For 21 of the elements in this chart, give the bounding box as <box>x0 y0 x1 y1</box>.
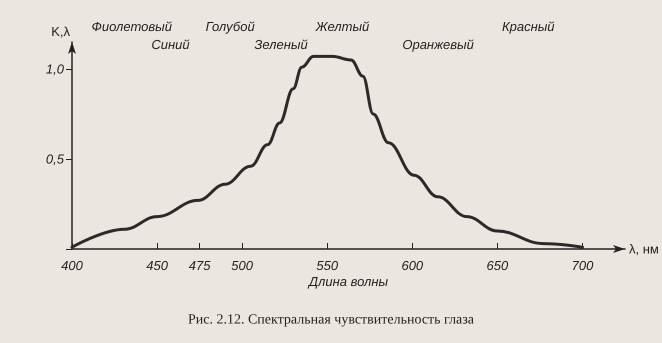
x-tick-label: 700 <box>572 258 594 273</box>
x-tick-label: 600 <box>401 258 424 273</box>
text: Красный <box>502 19 555 34</box>
text: Фиолетовый <box>92 19 172 34</box>
text: Длина волны <box>306 274 389 289</box>
text: Желтый <box>314 19 370 34</box>
text: Рис. 2.12. Спектральная чувствительность глаза <box>188 312 475 328</box>
x-tick-label: 550 <box>316 258 339 273</box>
text: Голубой <box>206 19 255 34</box>
x-tick-label: 400 <box>61 258 84 273</box>
x-tick-label: 475 <box>188 258 212 273</box>
y-axis-title: K,λ <box>51 24 70 39</box>
x-tick-label: 500 <box>231 258 254 273</box>
annotation: Зеленый <box>254 37 308 52</box>
annotation: Синий <box>151 37 190 52</box>
x-tick-label: 650 <box>486 258 509 273</box>
y-tick-label: 1,0 <box>46 62 65 76</box>
annotation: Оранжевый <box>402 37 474 52</box>
x-tick-label: 450 <box>146 258 169 273</box>
x-axis-title: λ, нм <box>629 242 659 256</box>
y-tick-label: 0,5 <box>46 152 65 166</box>
